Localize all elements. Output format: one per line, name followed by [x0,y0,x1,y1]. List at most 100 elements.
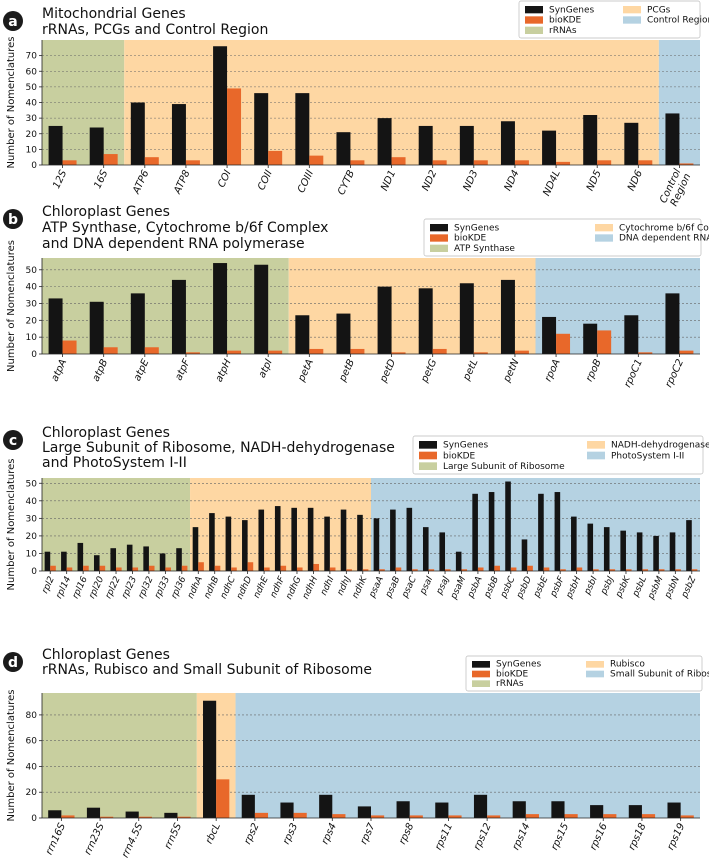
bar-syngenes [624,315,639,354]
bar-biokde [103,347,118,354]
x-tick-label: psbH [564,575,583,601]
bar-biokde [350,348,365,354]
x-tick-line: ND4 [503,169,522,193]
bar-syngenes [373,518,380,571]
x-tick-line: ND3 [461,169,480,193]
bar-syngenes [203,700,217,818]
panel-title: Chloroplast Genes [42,425,170,441]
bar-biokde [247,562,254,571]
x-tick-line: CYTB [336,168,357,196]
y-axis-label: Number of Nomenclatures [6,240,17,372]
x-tick-label: ndhJ [336,575,354,597]
region-band [235,693,700,818]
x-tick-label: psbI [582,575,600,597]
bar-biokde [198,562,204,571]
x-tick-label: ATP6 [131,169,152,197]
bar-biokde [593,569,599,571]
x-tick-line: COIII [296,169,316,195]
x-tick-label: rps2 [242,822,261,847]
bar-biokde [116,567,122,571]
x-tick-line: psbA [466,575,485,600]
bar-biokde [432,348,447,354]
panel-title: Mitochondrial Genes [42,6,186,22]
bar-biokde [103,154,118,165]
x-tick-label: psaB [384,575,403,600]
bar-biokde [50,565,56,571]
y-tick-label: 50 [26,266,38,276]
bar-syngenes [390,509,396,571]
x-tick-label: psaJ [434,575,451,597]
bar-biokde [264,567,270,571]
x-tick-line: rps4 [320,822,339,847]
bar-syngenes [665,113,680,165]
y-tick-label: 30 [26,514,38,524]
bar-syngenes [624,122,639,165]
x-tick-line: psbH [564,575,583,601]
y-tick-label: 10 [26,549,38,559]
x-tick-line: petN [501,357,522,385]
x-tick-line: rbcL [204,822,223,846]
legend-label: bioKDE [443,451,476,461]
bar-syngenes [357,514,363,571]
bar-syngenes [686,520,692,571]
bar-syngenes [435,802,449,818]
bar-syngenes [500,121,515,165]
bar-biokde [461,569,468,571]
x-tick-label: psbD [515,575,534,601]
bar-syngenes [192,527,199,571]
bar-biokde [609,569,616,571]
bar-biokde [691,569,698,571]
legend-swatch [430,244,448,252]
y-tick-label: 10 [26,145,38,155]
legend-swatch [595,224,613,232]
y-tick-label: 70 [26,52,38,62]
x-tick-label: psbN [663,575,682,601]
x-tick-label: rpoC2 [664,358,687,390]
x-tick-label: atpE [132,357,152,383]
x-tick-label: psaM [449,575,469,602]
bar-biokde [514,160,529,165]
x-tick-label: ATP8 [172,169,193,197]
bar-biokde [329,567,336,571]
bar-biokde [432,160,447,165]
panel-title: Chloroplast Genes [42,204,170,220]
x-tick-label: atpF [173,357,192,382]
x-tick-line: ATP8 [172,169,193,197]
x-tick-label: COI [216,169,234,190]
y-tick-label: 60 [26,67,38,77]
x-tick-line: atpH [214,357,234,384]
y-tick-label: 20 [26,532,38,542]
bar-biokde [83,565,89,571]
y-tick-label: 20 [26,788,38,798]
x-tick-line: psbK [614,574,633,600]
bar-biokde [100,816,114,818]
legend-swatch [623,16,641,24]
x-tick-line: rps15 [549,822,571,852]
y-tick-label: 30 [26,114,38,124]
bar-syngenes [422,527,429,571]
y-axis-label: Number of Nomenclatures [6,37,17,169]
x-tick-label: rps19 [665,822,687,852]
bar-biokde [268,150,283,165]
x-tick-label: psaA [367,575,386,600]
x-tick-line: rps11 [433,822,455,852]
bar-syngenes [455,551,462,571]
legend-label: bioKDE [549,16,582,26]
x-tick-label: rps8 [397,822,416,847]
bar-syngenes [225,516,232,571]
bar-biokde [428,569,435,571]
panel-letter: a [8,14,17,30]
x-tick-line: rrn23S [83,821,107,857]
bar-biokde [185,352,200,354]
legend-swatch [525,16,543,24]
legend-swatch [472,661,490,668]
bar-syngenes [665,293,680,354]
x-tick-label: rps18 [627,822,649,852]
x-tick-line: COII [256,169,275,193]
panel-subtitle: and PhotoSystem I-II [42,455,187,471]
x-tick-line: psaB [384,575,403,600]
x-tick-line: ndhK [351,574,370,600]
x-tick-label: psbA [466,575,485,600]
bar-syngenes [89,127,104,165]
x-tick-line: psbI [582,575,600,597]
